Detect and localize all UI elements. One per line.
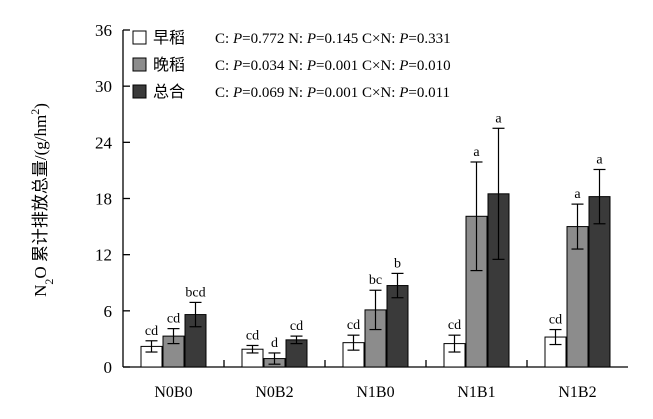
y-tick-label: 24 [95,133,113,152]
y-axis-label-sup: 2 [28,109,42,115]
y-tick-label: 36 [95,21,112,40]
y-tick-label: 18 [95,190,112,209]
stats-line: C: P=0.772 N: P=0.145 C×N: P=0.331 [215,31,451,47]
legend-label: 早稻 [153,29,185,47]
significance-label: cd [549,313,562,328]
significance-label: cd [290,319,303,334]
significance-label: cd [167,312,180,327]
y-axis-label-close: ) [31,103,50,109]
significance-label: bcd [185,285,205,300]
legend-swatch [132,57,147,72]
x-tick-label: N1B2 [558,384,596,401]
significance-label: b [394,256,401,271]
x-tick-label: N1B0 [356,384,394,401]
y-tick-label: 0 [104,358,113,377]
y-axis-label-sub: 2 [42,279,56,285]
significance-label: bc [369,273,382,288]
significance-label: a [596,152,603,167]
stats-line: C: P=0.069 N: P=0.001 C×N: P=0.011 [215,85,450,101]
axes: 0 6 12 18 24 30 36 N0B0 N0B2 N1B0 N1B1 N1B2 [95,21,628,401]
x-tick-label: N1B1 [457,384,495,401]
y-tick-label: 12 [95,246,112,265]
stats-line: C: P=0.034 N: P=0.001 C×N: P=0.010 [215,58,451,74]
y-axis-label-n: N [31,285,50,297]
legend: 早稻 C: P=0.772 N: P=0.145 C×N: P=0.331 晚稻 C:… [132,29,451,101]
significance-label: cd [145,324,158,339]
x-tick-label: N0B2 [255,384,293,401]
y-tick-label: 6 [104,302,113,321]
significance-label: a [574,187,581,202]
significance-label: cd [347,318,360,333]
significance-label: a [473,145,480,160]
legend-label: 总合 [153,83,185,101]
significance-label: a [495,111,502,126]
legend-label: 晚稻 [153,56,185,74]
legend-swatch [132,30,147,45]
significance-label: d [271,336,278,351]
y-axis-label: N2O 累计排放总量/(g/hm2) [28,103,56,297]
y-tick-label: 30 [95,77,112,96]
x-tick-label: N0B0 [154,384,192,401]
legend-swatch [132,84,147,99]
significance-label: cd [246,328,259,343]
significance-label: cd [448,318,461,333]
y-axis-label-text: O 累计排放总量/(g/hm [31,115,50,279]
